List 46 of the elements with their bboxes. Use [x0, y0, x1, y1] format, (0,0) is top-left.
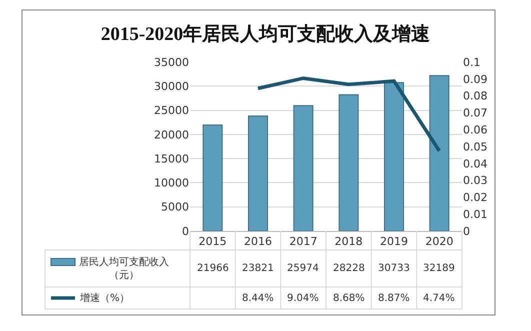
y2-tick-label: 0.06 [463, 123, 488, 136]
y2-tick-label: 0.04 [463, 157, 488, 170]
legend-label: 居民人均可支配收入（元） [79, 256, 169, 281]
y2-tick-label: 0.03 [463, 174, 488, 188]
data-label: 32189 [423, 263, 455, 274]
x-tick-label: 2015 [198, 235, 227, 248]
x-tick-label: 2018 [334, 235, 363, 248]
x-tick-label: 2020 [425, 235, 454, 248]
data-label: 30733 [378, 263, 410, 274]
y2-tick-label: 0.08 [463, 90, 488, 103]
legend-label: 增速（%） [79, 292, 130, 304]
y2-tick-label: 0.1 [463, 56, 480, 69]
bar [293, 105, 314, 231]
y-tick-label: 20000 [154, 128, 189, 142]
data-label: 25974 [287, 263, 319, 274]
data-label: 4.74% [423, 293, 455, 304]
bar [338, 94, 359, 231]
data-label: 8.68% [333, 293, 365, 304]
bar [384, 82, 404, 231]
x-tick-label: 2016 [244, 235, 272, 248]
y-tick-label: 5000 [161, 200, 189, 214]
y-tick-label: 0 [182, 224, 189, 238]
y2-tick-label: 0.02 [463, 191, 488, 204]
x-tick-label: 2017 [289, 235, 318, 248]
data-label: 9.04% [287, 293, 319, 304]
y2-tick-label: 0 [463, 224, 470, 238]
y2-tick-label: 0.09 [463, 72, 488, 86]
y2-tick-label: 0.01 [463, 208, 488, 221]
data-label: 23821 [242, 263, 274, 274]
y-tick-label: 15000 [154, 152, 189, 166]
line-series [256, 76, 442, 153]
data-label: 8.87% [378, 293, 410, 304]
bar [202, 124, 223, 231]
bar [429, 75, 450, 231]
y-tick-label: 25000 [154, 104, 189, 118]
y-tick-label: 35000 [154, 56, 189, 69]
data-label: 8.44% [242, 293, 274, 304]
y-tick-label: 10000 [154, 176, 189, 190]
y2-tick-label: 0.05 [463, 140, 488, 154]
bar [248, 115, 268, 231]
chart-title: 2015-2020年居民人均可支配收入及增速 [100, 22, 430, 45]
y2-tick-label: 0.07 [463, 106, 488, 120]
data-label: 21966 [197, 263, 229, 274]
x-tick-label: 2019 [380, 235, 408, 248]
y-tick-label: 30000 [154, 80, 189, 93]
data-label: 28228 [333, 263, 365, 274]
